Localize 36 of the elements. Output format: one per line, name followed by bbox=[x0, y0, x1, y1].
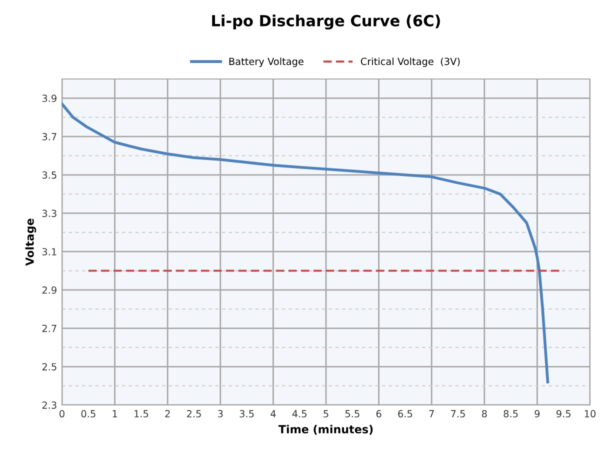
x-tick-label: 0.5 bbox=[81, 410, 96, 418]
x-tick-label: 3 bbox=[218, 410, 223, 418]
y-tick-label: 2.3 bbox=[42, 401, 56, 409]
y-tick-label: 3.1 bbox=[42, 248, 56, 256]
x-tick-label: 3.5 bbox=[240, 410, 254, 418]
x-tick-label: 6.5 bbox=[398, 410, 412, 418]
y-tick-label: 3.3 bbox=[42, 210, 56, 218]
y-tick-label: 2.7 bbox=[42, 324, 56, 332]
x-tick-label: 5 bbox=[324, 410, 328, 418]
x-tick-label: 6 bbox=[376, 410, 382, 418]
y-axis-title: Voltage bbox=[25, 218, 36, 266]
x-tick-label: 4.5 bbox=[292, 410, 306, 418]
x-axis-title: Time (minutes) bbox=[278, 424, 373, 435]
x-tick-label: 2 bbox=[165, 410, 170, 418]
y-tick-label: 2.5 bbox=[42, 363, 56, 370]
x-tick-label: 1.5 bbox=[134, 410, 148, 418]
x-tick-label: 9.5 bbox=[556, 410, 570, 418]
x-tick-label: 2.5 bbox=[186, 410, 201, 418]
x-tick-label: 9 bbox=[534, 410, 540, 418]
y-tick-label: 3.9 bbox=[42, 94, 56, 102]
x-tick-label: 0 bbox=[60, 410, 64, 418]
legend-label: Critical Voltage (3V) bbox=[360, 58, 460, 67]
y-tick-label: 2.9 bbox=[42, 286, 56, 294]
legend-label: Battery Voltage bbox=[229, 58, 304, 67]
y-tick-label: 3.7 bbox=[42, 133, 56, 140]
x-tick-label: 7 bbox=[429, 410, 434, 418]
x-tick-label: 8 bbox=[482, 410, 487, 418]
x-tick-label: 4 bbox=[270, 410, 276, 418]
line-series bbox=[62, 102, 550, 384]
x-tick-label: 1 bbox=[112, 410, 117, 418]
x-tick-label: 7.5 bbox=[451, 410, 465, 418]
x-tick-label: 8.5 bbox=[504, 410, 518, 418]
chart-title: Li-po Discharge Curve (6C) bbox=[212, 14, 440, 30]
x-tick-label: 10 bbox=[584, 410, 596, 418]
y-tick-label: 3.5 bbox=[42, 171, 56, 179]
x-tick-label: 5.5 bbox=[345, 410, 360, 418]
